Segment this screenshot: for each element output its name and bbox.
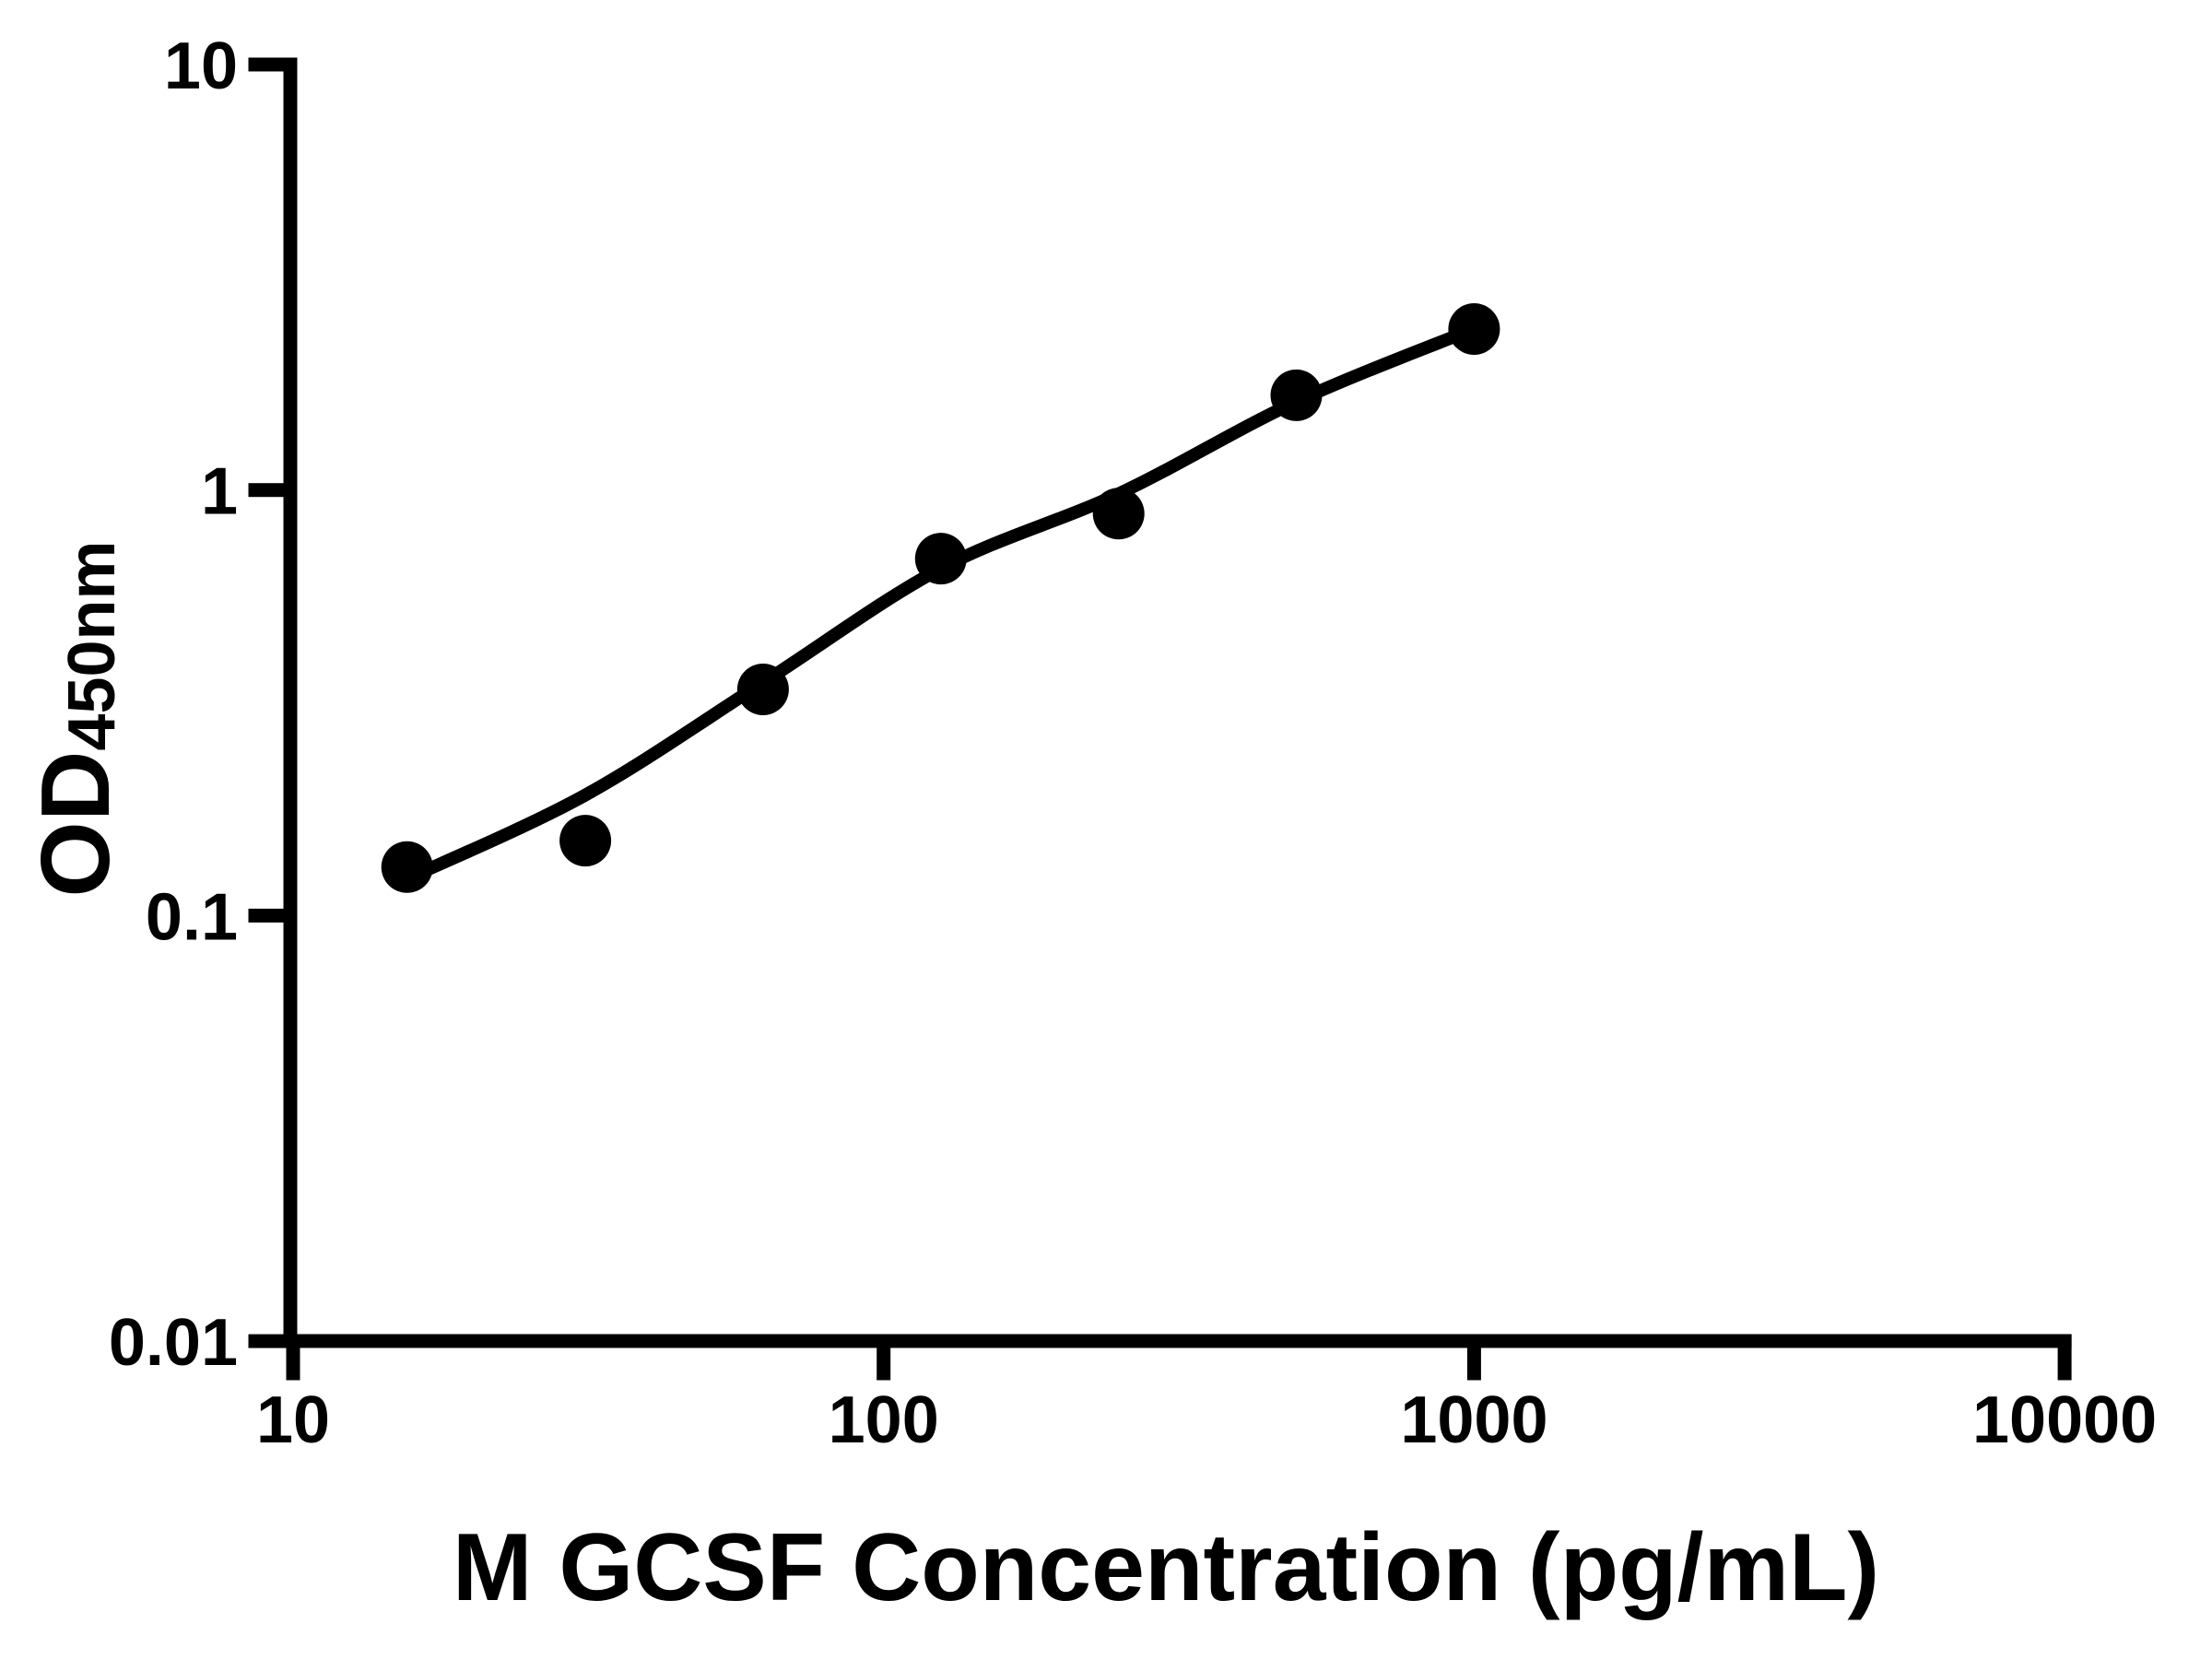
y-axis-ticks: 10 1 0.1 0.01 xyxy=(109,29,298,1380)
x-tick-mark xyxy=(2057,1334,2072,1381)
y-tick-mark xyxy=(248,1334,298,1348)
data-point-markers xyxy=(381,303,1500,893)
x-tick-label: 10 xyxy=(256,1383,330,1457)
x-tick-label: 1000 xyxy=(1400,1383,1547,1457)
data-point xyxy=(559,815,612,867)
x-axis-title: M GCSF Concentration (pg/mL) xyxy=(453,1514,1879,1621)
x-tick-mark xyxy=(286,1334,300,1381)
x-tick-mark xyxy=(877,1334,891,1381)
data-point xyxy=(1270,369,1323,421)
data-point xyxy=(1092,488,1145,540)
x-tick-label: 10000 xyxy=(1972,1383,2157,1457)
x-tick-mark xyxy=(1466,1334,1481,1381)
y-tick-label: 1 xyxy=(201,455,238,529)
x-axis-line xyxy=(283,1334,2072,1348)
data-point xyxy=(736,664,789,715)
y-tick-mark xyxy=(248,483,298,498)
y-tick-mark xyxy=(248,57,298,72)
x-tick-label: 100 xyxy=(829,1383,939,1457)
y-axis-title-main: OD xyxy=(21,750,130,898)
y-tick-label: 0.01 xyxy=(109,1306,238,1380)
data-point xyxy=(381,841,433,893)
y-tick-label: 10 xyxy=(164,29,238,103)
data-point xyxy=(1448,303,1500,355)
x-axis-ticks: 10 100 1000 10000 xyxy=(256,1334,2157,1457)
y-tick-mark xyxy=(248,908,298,923)
y-axis-title-subscript: 450nm xyxy=(55,540,129,751)
y-axis-line xyxy=(283,57,298,1348)
y-tick-label: 0.1 xyxy=(146,880,238,954)
data-point xyxy=(914,533,967,585)
y-axis-title: OD450nm xyxy=(21,540,130,897)
